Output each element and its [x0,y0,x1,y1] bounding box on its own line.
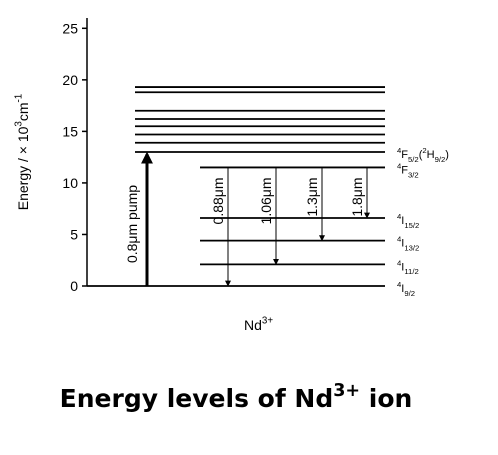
script-text: 4 [397,280,402,289]
y-tick-label: 25 [62,20,78,36]
script-text: 4 [397,162,402,171]
level-label: 4I9/2 [397,280,415,298]
level-label: 4F3/2 [397,162,419,180]
level-label: 4I11/2 [397,258,419,276]
text-part: ion [360,384,412,413]
text-part: Energy / × 10 [15,126,31,210]
y-tick-label: 15 [62,123,78,139]
script-text: 13/2 [404,243,419,252]
script-text: 3 [14,121,25,127]
x-axis-label: Nd3+ [244,316,273,333]
script-text: 15/2 [404,221,419,230]
text-part: cm [15,102,31,121]
transition-label: 1.3μm [304,177,320,216]
script-text: 4 [397,235,402,244]
y-tick-label: 5 [70,226,78,242]
level-label: 4F5/2(2H9/2) [397,146,449,164]
script-text: 5/2 [408,155,419,164]
text-part: I [401,238,404,250]
text-part: ) [445,149,449,161]
transition-label: 0.88μm [210,177,226,224]
script-text: 4 [397,146,402,155]
level-label: 4I15/2 [397,212,419,230]
script-text: 3+ [262,316,273,327]
script-text: 2 [422,146,426,155]
page-title: Energy levels of Nd3+ ion [60,381,413,413]
script-text: 3/2 [408,170,419,179]
pump-label: 0.8μm pump [124,185,140,263]
script-text: 3+ [333,381,360,401]
script-text: 4 [397,212,402,221]
text-part: Energy levels of Nd [60,384,334,413]
text-part: H [427,149,435,161]
script-text: 9/2 [404,289,415,298]
y-axis-label: Energy / × 103cm-1 [14,94,31,211]
text-part: ( [419,149,423,161]
text-part: Nd [244,317,262,333]
level-label: 4I13/2 [397,235,419,253]
text-part: I [401,261,404,273]
text-part: F [401,164,408,176]
script-text: 4 [397,258,402,267]
text-part: I [401,283,404,295]
y-tick-label: 10 [62,175,78,191]
y-tick-label: 20 [62,72,78,88]
transition-label: 1.06μm [258,177,274,224]
transition-label: 1.8μm [349,177,365,216]
script-text: 11/2 [404,267,418,276]
text-part: I [401,215,404,227]
script-text: -1 [14,94,25,103]
text-part: F [401,149,408,161]
script-text: 9/2 [435,155,446,164]
y-tick-label: 0 [70,278,78,294]
